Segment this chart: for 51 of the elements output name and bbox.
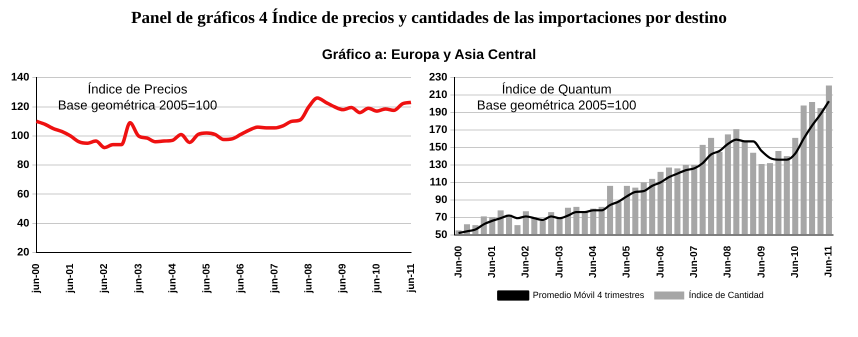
line-series	[457, 100, 830, 234]
x-tick-label: Jun-02	[520, 245, 532, 278]
x-tick-label: jun-04	[167, 263, 178, 294]
x-tick-label: jun-09	[338, 263, 349, 294]
annotation: Base geométrica 2005=100	[476, 98, 636, 113]
y-tick-label: 190	[428, 106, 448, 119]
y-tick-label: 210	[428, 89, 448, 102]
y-tick-label: 20	[17, 246, 30, 259]
y-tick-label: 60	[17, 188, 30, 200]
y-tick-label: 120	[10, 100, 30, 113]
y-tick-label: 130	[428, 158, 448, 171]
x-tick-label: jun-07	[270, 263, 281, 294]
y-tick-label: 80	[17, 159, 30, 172]
x-tick-label: Jun-05	[622, 245, 633, 278]
x-tick-label: jun-06	[235, 263, 246, 294]
y-tick-label: 140	[10, 72, 30, 84]
y-tick-label: 170	[428, 124, 448, 136]
y-tick-label: 150	[428, 141, 448, 154]
legend-label: Índice de Cantidad	[688, 290, 764, 300]
legend-label: Promedio Móvil 4 trimestres	[532, 290, 645, 300]
annotation: Base geométrica 2005=100	[58, 98, 218, 113]
annotation: Índice de Quantum	[502, 82, 612, 97]
x-tick-label: Jun-06	[655, 245, 666, 278]
chart-title: Panel de gráficos 4 Índice de precios y cantidades de las importaciones por destino	[130, 8, 728, 28]
y-tick-label: 40	[17, 217, 30, 230]
x-tick-label: jun-11	[406, 263, 417, 294]
y-tick-label: 70	[435, 211, 448, 224]
x-tick-label: Jun-00	[453, 245, 464, 278]
y-tick-label: 110	[430, 176, 448, 188]
x-tick-label: Jun-07	[688, 245, 700, 278]
y-tick-label: 50	[435, 228, 448, 241]
x-tick-label: Jun-09	[756, 245, 768, 278]
chart-subtitle: Gráfico a: Europa y Asia Central	[320, 46, 538, 62]
x-tick-label: Jun-11	[824, 245, 835, 278]
x-tick-label: jun-05	[201, 263, 212, 294]
y-tick-label: 230	[428, 72, 448, 84]
x-tick-label: jun-10	[372, 263, 383, 294]
annotation: Índice de Precios	[88, 82, 188, 97]
x-tick-label: jun-01	[65, 263, 76, 294]
line-series	[34, 96, 413, 150]
x-tick-label: jun-03	[133, 263, 144, 294]
x-tick-label: jun-02	[99, 263, 110, 294]
y-tick-label: 90	[435, 194, 448, 206]
x-tick-label: Jun-08	[722, 245, 734, 278]
x-tick-label: Jun-03	[554, 245, 566, 278]
x-tick-label: Jun-04	[588, 245, 599, 278]
y-tick-label: 100	[10, 130, 30, 142]
x-tick-label: Jun-10	[790, 245, 801, 278]
x-tick-label: Jun-01	[486, 245, 498, 278]
x-tick-label: jun-08	[304, 263, 315, 294]
x-tick-label: jun-00	[31, 263, 42, 294]
